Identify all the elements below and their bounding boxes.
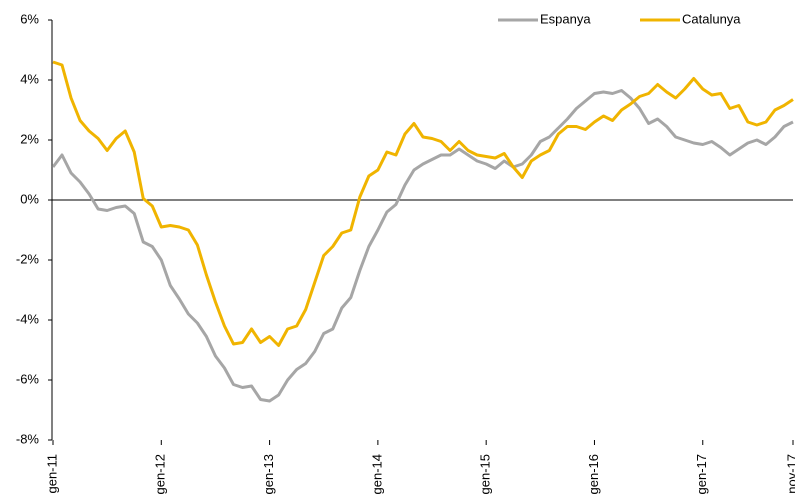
y-tick-label: 2% bbox=[20, 131, 39, 146]
y-tick-label: -6% bbox=[16, 371, 40, 386]
legend-label: Espanya bbox=[540, 11, 591, 26]
x-tick-label: gen-11 bbox=[44, 454, 59, 494]
x-tick-label: gen-15 bbox=[478, 454, 493, 494]
y-tick-label: -8% bbox=[16, 431, 40, 446]
x-tick-label: gen-14 bbox=[369, 454, 384, 494]
x-tick-label: nov-17 bbox=[784, 454, 795, 494]
x-tick-label: gen-13 bbox=[261, 454, 276, 494]
x-tick-label: gen-16 bbox=[586, 454, 601, 494]
x-tick-label: gen-17 bbox=[694, 454, 709, 494]
x-tick-label: gen-12 bbox=[153, 454, 168, 494]
y-tick-label: 4% bbox=[20, 71, 39, 86]
series-line bbox=[51, 89, 794, 403]
y-tick-label: 6% bbox=[20, 11, 39, 26]
y-tick-label: -4% bbox=[16, 311, 40, 326]
y-tick-label: 0% bbox=[20, 191, 39, 206]
y-tick-label: -2% bbox=[16, 251, 40, 266]
series-line bbox=[52, 60, 794, 347]
legend-label: Catalunya bbox=[682, 11, 741, 26]
